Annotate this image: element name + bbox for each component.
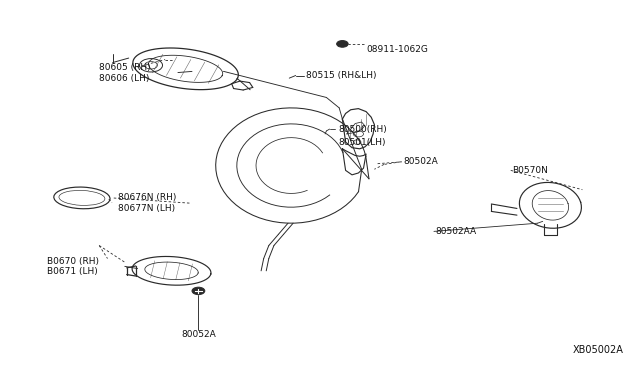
Text: B0670 (RH): B0670 (RH) xyxy=(47,257,99,266)
Circle shape xyxy=(337,41,348,47)
Text: 08911-1062G: 08911-1062G xyxy=(366,45,428,54)
Text: 80515 (RH&LH): 80515 (RH&LH) xyxy=(306,71,376,80)
Text: XB05002A: XB05002A xyxy=(573,345,624,355)
Text: 80501(LH): 80501(LH) xyxy=(338,138,385,147)
Text: 80677N (LH): 80677N (LH) xyxy=(118,204,175,213)
Text: 80052A: 80052A xyxy=(181,330,216,339)
Text: 80606 (LH): 80606 (LH) xyxy=(99,74,150,83)
Text: 80502AA: 80502AA xyxy=(435,227,476,236)
Text: 80500(RH): 80500(RH) xyxy=(338,125,387,134)
Text: 80605 (RH): 80605 (RH) xyxy=(99,63,151,72)
Circle shape xyxy=(192,287,205,295)
Text: B0671 (LH): B0671 (LH) xyxy=(47,267,97,276)
Text: 80676N (RH): 80676N (RH) xyxy=(118,193,177,202)
Text: B0570N: B0570N xyxy=(512,166,548,175)
Text: 80502A: 80502A xyxy=(403,157,438,166)
